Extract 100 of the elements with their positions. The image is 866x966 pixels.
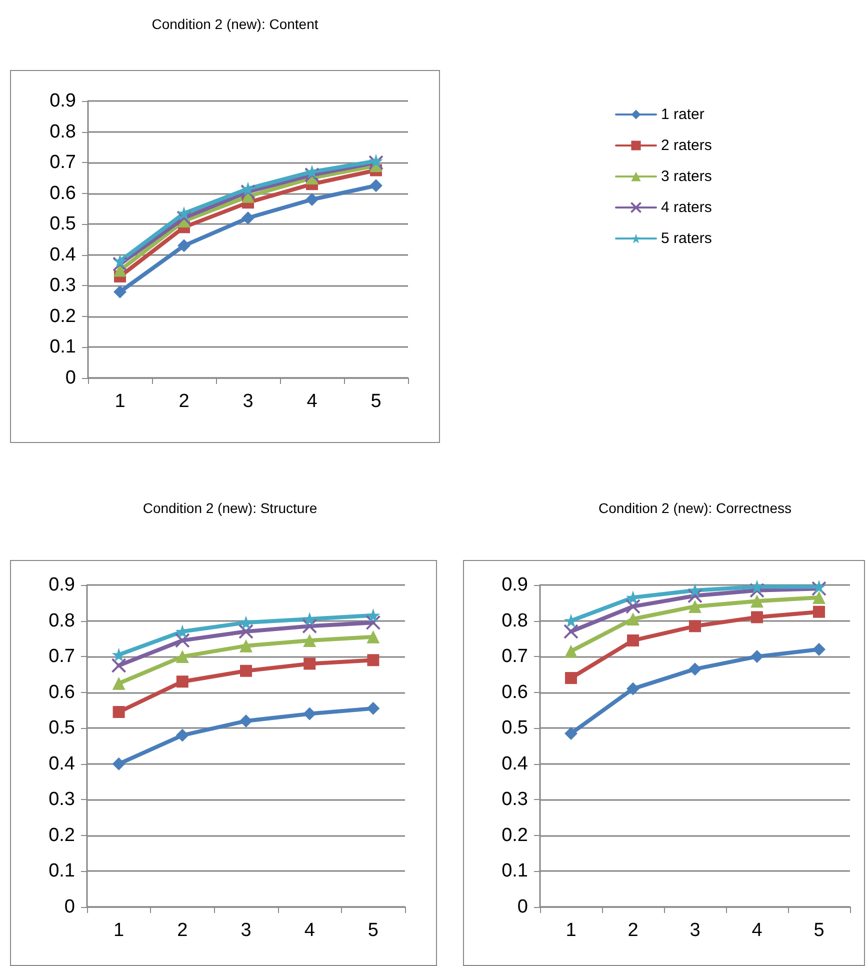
- point: [240, 639, 252, 652]
- y-tick-label: 0.5: [50, 214, 76, 235]
- y-tick-label: 0.7: [502, 646, 528, 668]
- point: [302, 618, 318, 634]
- point: [304, 658, 316, 670]
- point: [176, 676, 188, 688]
- x-tick-label: 4: [304, 920, 316, 941]
- point: [114, 285, 126, 298]
- x-tick-label: 1: [114, 920, 124, 941]
- point: [750, 580, 764, 594]
- y-tick-label: 0.9: [48, 574, 75, 596]
- point: [111, 658, 126, 673]
- point: [366, 608, 380, 622]
- y-tick-label: 0.1: [502, 860, 528, 882]
- x-tick-label: 5: [370, 391, 382, 412]
- point: [242, 211, 254, 224]
- point: [174, 632, 190, 648]
- y-tick-label: 0.5: [48, 718, 75, 739]
- point: [238, 624, 254, 640]
- x-tick-label: 3: [240, 920, 252, 941]
- x-tick-label: 5: [814, 920, 824, 941]
- point: [565, 672, 577, 684]
- point: [177, 206, 191, 220]
- chart-title: Condition 2 (new): Correctness: [598, 500, 792, 516]
- y-tick-label: 0.5: [502, 718, 528, 739]
- x-tick-label: 4: [306, 391, 318, 412]
- point: [812, 591, 826, 604]
- legend-label: 1 rater: [661, 106, 704, 123]
- y-tick-label: 0.8: [502, 610, 528, 632]
- point: [240, 184, 256, 200]
- y-tick-label: 0: [64, 896, 75, 918]
- point: [750, 582, 764, 598]
- y-tick-label: 0.9: [50, 90, 76, 112]
- x-tick-label: 1: [566, 920, 576, 941]
- chart-title: Condition 2 (new): Structure: [142, 500, 318, 516]
- y-tick-label: 0.6: [502, 682, 528, 703]
- point: [305, 164, 319, 179]
- point: [303, 707, 316, 720]
- point: [113, 254, 127, 268]
- point: [688, 662, 702, 676]
- legend-label: 4 raters: [661, 199, 712, 216]
- point: [626, 612, 640, 626]
- point: [688, 600, 702, 613]
- y-tick-label: 0.3: [50, 275, 76, 296]
- point: [112, 256, 128, 272]
- point: [564, 624, 578, 640]
- point: [176, 210, 192, 226]
- point: [240, 714, 252, 728]
- y-tick-label: 0.8: [48, 610, 75, 632]
- y-tick-label: 0.8: [50, 121, 76, 142]
- point: [813, 606, 825, 618]
- point: [626, 682, 640, 696]
- point: [750, 650, 764, 664]
- point: [240, 664, 252, 677]
- x-tick-label: 4: [752, 920, 763, 941]
- point: [112, 757, 126, 770]
- y-tick-label: 0.2: [48, 824, 75, 846]
- point: [176, 650, 189, 664]
- x-tick-label: 2: [177, 920, 188, 941]
- point: [564, 644, 578, 658]
- point: [112, 706, 125, 718]
- point: [114, 264, 126, 277]
- y-tick-label: 0.9: [502, 574, 528, 596]
- legend-label: 3 raters: [661, 168, 712, 185]
- point: [241, 182, 255, 196]
- y-tick-label: 0: [65, 368, 76, 388]
- point: [688, 583, 702, 598]
- y-tick-label: 0.4: [502, 753, 528, 774]
- y-tick-label: 0.1: [50, 336, 76, 358]
- point: [366, 630, 380, 644]
- y-tick-label: 0.6: [48, 682, 75, 703]
- x-tick-label: 5: [368, 920, 378, 941]
- x-tick-label: 3: [242, 391, 254, 412]
- point: [626, 598, 640, 614]
- point: [750, 594, 764, 608]
- y-tick-label: 0.3: [48, 789, 75, 810]
- x-tick-label: 1: [114, 391, 126, 412]
- point: [304, 167, 320, 182]
- point: [564, 726, 578, 740]
- y-tick-label: 0.6: [50, 182, 76, 204]
- point: [627, 634, 639, 646]
- point: [688, 588, 702, 604]
- legend-label: 5 raters: [661, 230, 712, 247]
- x-tick-label: 3: [690, 920, 700, 941]
- y-tick-label: 0.7: [48, 646, 75, 668]
- y-tick-label: 0: [517, 896, 528, 918]
- x-tick-label: 2: [628, 920, 638, 941]
- y-tick-label: 0.4: [48, 753, 76, 774]
- point: [112, 676, 126, 690]
- point: [306, 192, 318, 206]
- legend-label: 2 raters: [661, 137, 712, 154]
- chart-title: Condition 2 (new): Content: [152, 16, 318, 32]
- y-tick-label: 0.4: [50, 244, 76, 266]
- y-tick-label: 0.2: [502, 824, 528, 846]
- point: [689, 620, 701, 632]
- point: [366, 615, 381, 630]
- x-tick-label: 2: [178, 391, 190, 412]
- point: [370, 179, 382, 192]
- point: [303, 634, 316, 647]
- point: [812, 642, 826, 656]
